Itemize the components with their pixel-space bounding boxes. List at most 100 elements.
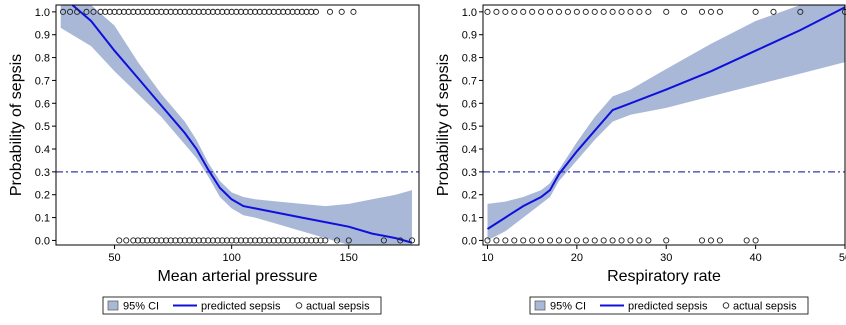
actual-point-bottom	[116, 237, 123, 244]
actual-point-top	[247, 8, 254, 15]
actual-point-bottom	[502, 237, 509, 244]
actual-point-top	[294, 8, 301, 15]
legend: 95% CI predicted sepsis actual sepsis	[102, 296, 382, 315]
actual-point-bottom	[191, 237, 198, 244]
actual-point-bottom	[600, 237, 607, 244]
actual-point-bottom	[573, 237, 580, 244]
actual-point-top	[200, 8, 207, 15]
actual-point-top	[120, 8, 127, 15]
y-tick-label: 0.8	[35, 53, 50, 65]
actual-point-bottom	[134, 237, 142, 244]
actual-point-bottom	[591, 237, 598, 244]
actual-point-bottom	[163, 237, 170, 244]
actual-point-top	[618, 8, 625, 15]
actual-point-top	[681, 8, 688, 15]
actual-point-bottom	[261, 237, 268, 244]
legend-ci-swatch	[107, 300, 119, 311]
legend-box	[102, 296, 382, 315]
actual-point-top	[502, 8, 509, 15]
y-tick-label: 0.3	[35, 167, 50, 179]
actual-point-top	[280, 8, 287, 15]
x-tick-label: 10	[481, 252, 493, 264]
actual-point-bottom	[219, 237, 226, 244]
actual-point-bottom	[493, 237, 500, 244]
actual-point-bottom	[303, 237, 310, 244]
legend-box	[529, 296, 809, 315]
y-tick-label: 0.2	[462, 190, 477, 202]
actual-point-bottom	[209, 237, 216, 244]
actual-point-top	[163, 8, 170, 15]
actual-point-bottom	[237, 237, 245, 244]
actual-point-top	[148, 8, 156, 15]
actual-point-bottom	[294, 237, 301, 244]
x-axis-label: Respiratory rate	[607, 268, 721, 285]
actual-point-bottom	[636, 237, 643, 244]
actual-point-top	[609, 8, 616, 15]
y-tick-label: 0.5	[35, 121, 50, 133]
chart-panel-1: 0.0 0.1 0.2 0.3 0.4 0.5 0.6 0.7 0.8 0.9 1.0 50 100 15…	[8, 4, 420, 315]
actual-point-top	[59, 8, 67, 15]
actual-point-bottom	[200, 237, 207, 244]
actual-point-bottom	[266, 237, 273, 244]
actual-point-bottom	[144, 237, 151, 244]
actual-point-top	[529, 8, 536, 15]
actual-point-top	[636, 8, 643, 15]
actual-point-bottom	[270, 237, 277, 244]
y-tick-label: 0.3	[462, 167, 477, 179]
actual-point-bottom	[716, 237, 723, 244]
actual-point-bottom	[484, 237, 491, 244]
y-tick-label: 0.0	[462, 235, 477, 247]
actual-point-top	[698, 8, 706, 15]
plot-frame	[55, 4, 420, 246]
actual-point-top	[74, 8, 81, 15]
legend-ci-label: 95% CI	[550, 301, 586, 313]
actual-point-bottom	[564, 237, 571, 244]
actual-point-bottom	[743, 237, 750, 244]
actual-point-bottom	[345, 237, 352, 244]
actual-point-top	[546, 8, 554, 15]
y-tick-label: 1.0	[35, 7, 50, 19]
chart-panel-2: 0.0 0.1 0.2 0.3 0.4 0.5 0.6 0.7 0.8 0.9 1.0 10 20 30 4…	[435, 4, 846, 315]
actual-point-top	[707, 8, 714, 15]
actual-point-top	[111, 8, 118, 15]
actual-point-bottom	[256, 237, 263, 244]
actual-point-top	[116, 8, 123, 15]
actual-point-bottom	[223, 237, 231, 244]
actual-point-bottom	[538, 237, 545, 244]
actual-point-bottom	[333, 237, 341, 244]
legend-predicted-label: predicted sepsis	[628, 301, 708, 313]
actual-point-top	[186, 8, 193, 15]
actual-points	[484, 8, 846, 244]
actual-point-top	[573, 8, 580, 15]
actual-point-top	[284, 8, 291, 15]
y-tick-label: 0.6	[462, 98, 477, 110]
y-axis-label: Probability of sepsis	[8, 54, 25, 196]
legend-predicted-label: predicted sepsis	[201, 301, 281, 313]
actual-point-bottom	[139, 237, 146, 244]
actual-point-top	[153, 8, 160, 15]
x-tick-label: 20	[571, 252, 583, 264]
actual-point-top	[338, 8, 345, 15]
actual-point-bottom	[312, 237, 320, 244]
actual-point-bottom	[289, 237, 296, 244]
actual-point-top	[663, 8, 670, 15]
actual-point-bottom	[397, 237, 404, 244]
legend-actual-label: actual sepsis	[733, 301, 797, 313]
actual-point-bottom	[195, 237, 202, 244]
actual-point-top	[130, 8, 137, 15]
actual-point-bottom	[752, 237, 759, 244]
actual-point-top	[600, 8, 607, 15]
actual-point-bottom	[130, 237, 137, 244]
actual-point-top	[214, 8, 221, 15]
actual-point-bottom	[609, 237, 616, 244]
actual-point-bottom	[520, 237, 527, 244]
y-tick-label: 0.1	[462, 213, 477, 225]
actual-point-top	[797, 8, 804, 15]
legend-ci-label: 95% CI	[123, 301, 159, 313]
ci-band	[60, 5, 412, 245]
actual-point-top	[83, 8, 90, 15]
actual-point-top	[125, 8, 132, 15]
actual-point-bottom	[322, 237, 329, 244]
